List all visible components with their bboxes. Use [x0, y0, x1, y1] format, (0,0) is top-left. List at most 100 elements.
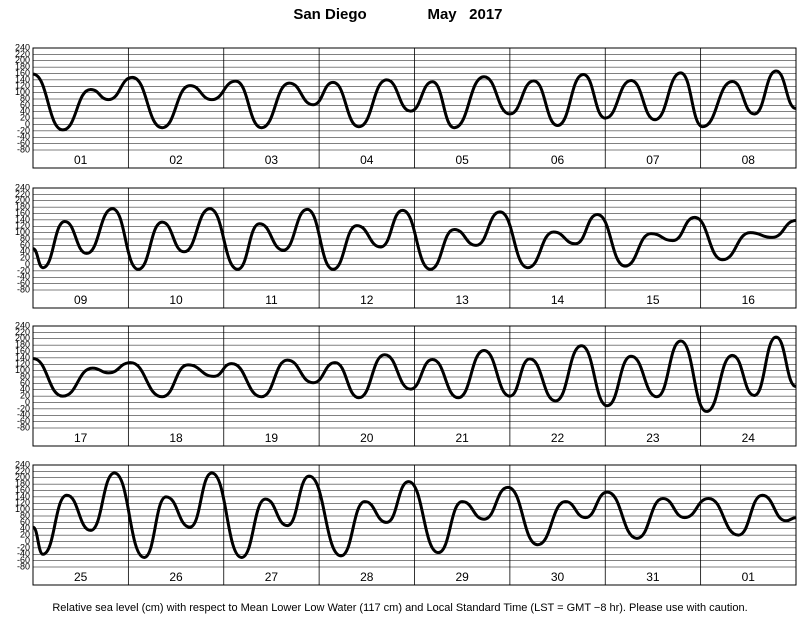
y-tick-label: -20: [17, 403, 30, 413]
y-tick-label: 20: [20, 253, 30, 263]
y-tick-label: -80: [17, 422, 30, 432]
y-tick-label: -40: [17, 132, 30, 142]
day-label: 07: [646, 153, 660, 167]
day-label: 05: [456, 153, 470, 167]
y-tick-label: 220: [15, 49, 30, 59]
y-tick-label: 80: [20, 371, 30, 381]
day-label: 22: [551, 431, 565, 445]
plot-frame: [32, 464, 797, 586]
day-label: 13: [456, 293, 470, 307]
y-tick-label: -60: [17, 416, 30, 426]
y-tick-label: 180: [15, 62, 30, 72]
day-label: 18: [169, 431, 183, 445]
y-tick-label: 180: [15, 479, 30, 489]
y-tick-label: 220: [15, 327, 30, 337]
day-label: 24: [742, 431, 756, 445]
y-tick-label: -60: [17, 278, 30, 288]
tide-line: [32, 69, 797, 132]
y-tick-label: 100: [15, 365, 30, 375]
day-label: 11: [265, 293, 278, 307]
day-label: 03: [265, 153, 279, 167]
day-label: 01: [74, 153, 88, 167]
tide-line: [32, 335, 797, 413]
y-tick-label: 40: [20, 384, 30, 394]
y-tick-label: 180: [15, 202, 30, 212]
y-tick-label: 140: [15, 214, 30, 224]
y-tick-label: 120: [15, 359, 30, 369]
day-label: 12: [360, 293, 374, 307]
y-tick-label: 120: [15, 221, 30, 231]
y-tick-label: 60: [20, 517, 30, 527]
y-tick-label: -80: [17, 144, 30, 154]
day-label: 27: [265, 570, 279, 584]
day-label: 19: [265, 431, 279, 445]
day-label: 04: [360, 153, 374, 167]
y-tick-label: 100: [15, 504, 30, 514]
y-tick-label: -80: [17, 284, 30, 294]
y-tick-label: 200: [15, 55, 30, 65]
tide-line: [32, 207, 797, 271]
y-tick-label: 0: [25, 259, 30, 269]
day-label: 16: [742, 293, 756, 307]
day-label: 15: [646, 293, 660, 307]
y-tick-label: 100: [15, 87, 30, 97]
day-label: 06: [551, 153, 565, 167]
day-label: 31: [646, 570, 660, 584]
y-tick-label: 140: [15, 491, 30, 501]
day-label: 21: [456, 431, 470, 445]
y-tick-label: 200: [15, 333, 30, 343]
y-tick-label: -40: [17, 410, 30, 420]
day-label: 25: [74, 570, 88, 584]
y-tick-label: -40: [17, 272, 30, 282]
day-label: 17: [74, 431, 88, 445]
y-tick-label: 200: [15, 195, 30, 205]
date-title: May 2017: [427, 6, 502, 23]
y-tick-label: 100: [15, 227, 30, 237]
day-label: 30: [551, 570, 565, 584]
y-tick-label: 20: [20, 530, 30, 540]
y-tick-label: 120: [15, 498, 30, 508]
y-tick-label: -40: [17, 549, 30, 559]
y-tick-label: 20: [20, 113, 30, 123]
y-tick-label: 180: [15, 340, 30, 350]
y-tick-label: 200: [15, 472, 30, 482]
day-label: 26: [169, 570, 183, 584]
y-tick-label: 240: [15, 459, 30, 469]
day-label: 14: [551, 293, 565, 307]
y-tick-label: 80: [20, 510, 30, 520]
y-tick-label: 60: [20, 100, 30, 110]
y-tick-label: -20: [17, 265, 30, 275]
y-tick-label: 0: [25, 397, 30, 407]
y-tick-label: 40: [20, 523, 30, 533]
location-title: San Diego: [293, 6, 366, 23]
day-label: 20: [360, 431, 374, 445]
day-label: 08: [742, 153, 756, 167]
day-label: 01: [742, 570, 756, 584]
y-tick-label: 140: [15, 74, 30, 84]
y-tick-label: 140: [15, 352, 30, 362]
y-tick-label: 0: [25, 119, 30, 129]
y-tick-label: 160: [15, 485, 30, 495]
day-label: 23: [646, 431, 660, 445]
y-tick-label: 160: [15, 346, 30, 356]
footer-note: Relative sea level (cm) with respect to …: [52, 602, 747, 614]
y-tick-label: 160: [15, 208, 30, 218]
y-tick-label: 40: [20, 106, 30, 116]
y-tick-label: 60: [20, 240, 30, 250]
y-tick-label: -20: [17, 542, 30, 552]
y-tick-label: 80: [20, 93, 30, 103]
y-tick-label: 60: [20, 378, 30, 388]
y-tick-label: 240: [15, 42, 30, 52]
y-tick-label: 20: [20, 391, 30, 401]
y-tick-label: 80: [20, 233, 30, 243]
day-label: 10: [169, 293, 183, 307]
y-tick-label: -60: [17, 555, 30, 565]
y-tick-label: 0: [25, 536, 30, 546]
y-tick-label: -20: [17, 125, 30, 135]
y-tick-label: 220: [15, 466, 30, 476]
day-label: 28: [360, 570, 374, 584]
day-label: 29: [456, 570, 470, 584]
day-label: 02: [169, 153, 183, 167]
day-label: 09: [74, 293, 88, 307]
